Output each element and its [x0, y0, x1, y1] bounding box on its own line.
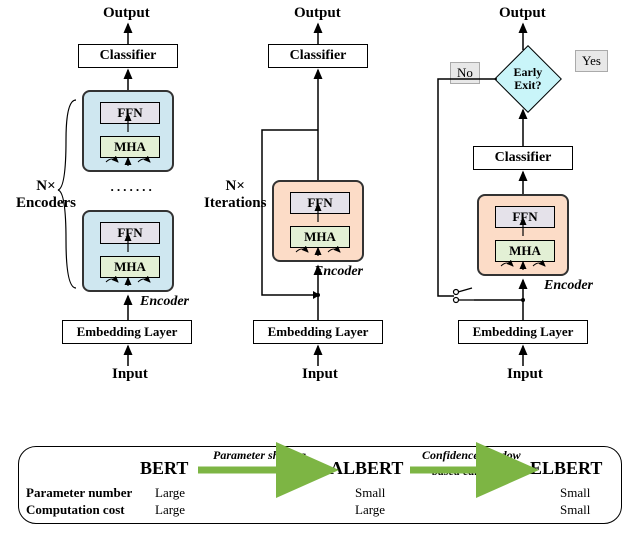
dots-label: ······· [110, 182, 154, 198]
classifier-box-1: Classifier [78, 44, 178, 68]
input-label-2: Input [302, 366, 338, 383]
output-label-1: Output [103, 5, 150, 22]
embedding-box-3: Embedding Layer [458, 320, 588, 344]
mha-box-bert-top: MHA [100, 136, 160, 158]
row-param-number: Parameter number [26, 485, 132, 501]
output-label-3: Output [499, 5, 546, 22]
encoder-label-3: Encoder [544, 278, 593, 294]
conf-window-label-1: Confidence-window [422, 448, 521, 463]
bert-cost: Large [155, 502, 185, 518]
no-label: No [450, 62, 480, 84]
bert-param: Large [155, 485, 185, 501]
encoder-top-bert: FFN MHA [82, 90, 174, 172]
albert-cost: Large [355, 502, 385, 518]
ffn-box-albert: FFN [290, 192, 350, 214]
early-exit-text: Early Exit? [505, 66, 551, 92]
param-sharing-label: Parameter sharing [213, 448, 306, 463]
row-comp-cost: Computation cost [26, 502, 125, 518]
yes-label: Yes [575, 50, 608, 72]
elbert-name: ELBERT [530, 458, 602, 479]
early-exit-decision: Early Exit? [494, 45, 562, 113]
ee-txt: Early Exit? [514, 65, 543, 92]
mha-box-albert: MHA [290, 226, 350, 248]
bert-name: BERT [140, 458, 188, 479]
ffn-box-bert-bot: FFN [100, 222, 160, 244]
n-encoders-label: N× Encoders [16, 178, 76, 213]
encoder-elbert: FFN MHA [477, 194, 569, 276]
classifier-box-2: Classifier [268, 44, 368, 68]
elbert-param: Small [560, 485, 590, 501]
conf-window-label-2: based early exit [432, 464, 509, 479]
n-enc-l1: N× [36, 178, 55, 194]
ffn-box-bert-top: FFN [100, 102, 160, 124]
mha-box-elbert: MHA [495, 240, 555, 262]
n-it-l1: N× [226, 178, 245, 194]
embedding-box-2: Embedding Layer [253, 320, 383, 344]
n-enc-l2: Encoders [16, 195, 76, 211]
embedding-box-1: Embedding Layer [62, 320, 192, 344]
encoder-label-2: Encoder [314, 264, 363, 280]
ffn-box-elbert: FFN [495, 206, 555, 228]
elbert-cost: Small [560, 502, 590, 518]
input-label-1: Input [112, 366, 148, 383]
classifier-box-3: Classifier [473, 146, 573, 170]
albert-param: Small [355, 485, 385, 501]
mha-box-bert-bot: MHA [100, 256, 160, 278]
output-label-2: Output [294, 5, 341, 22]
input-label-3: Input [507, 366, 543, 383]
encoder-albert: FFN MHA [272, 180, 364, 262]
encoder-bottom-bert: FFN MHA [82, 210, 174, 292]
n-it-l2: Iterations [204, 195, 267, 211]
albert-name: ALBERT [330, 458, 403, 479]
n-iterations-label: N× Iterations [204, 178, 267, 213]
encoder-label-1: Encoder [140, 294, 189, 310]
